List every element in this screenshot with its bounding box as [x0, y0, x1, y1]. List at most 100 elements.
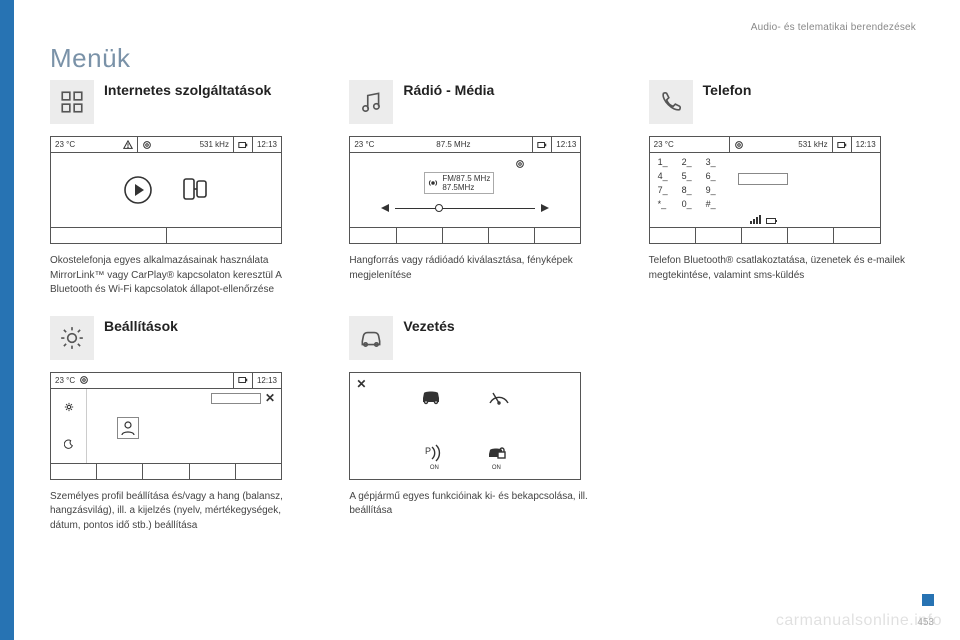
phone-icon — [649, 80, 693, 124]
phone-keypad: 1_ 2_ 3_ 4_ 5_ 6_ 7_ 8_ 9_ *_ 0_ #_ — [658, 157, 728, 213]
screen-footer — [51, 227, 281, 243]
music-note-icon — [349, 80, 393, 124]
battery-icon — [837, 140, 847, 150]
target-icon — [79, 375, 89, 385]
status-freq: 531 kHz — [798, 140, 827, 149]
car-lock-icon — [484, 459, 508, 465]
status-temp: 23 °C — [354, 140, 374, 149]
tile-title: Telefon — [703, 80, 752, 98]
radio-line1: FM/87.5 MHz — [442, 174, 490, 183]
page-content: Audio- és telematikai berendezések Menük… — [14, 0, 960, 640]
key: 6_ — [706, 171, 728, 185]
screen-body: FM/87.5 MHz 87.5MHz — [350, 153, 580, 227]
wiper-icon — [487, 385, 511, 407]
car-icon — [349, 316, 393, 360]
tile-desc: A gépjármű egyes funkcióinak ki- és beka… — [349, 490, 611, 519]
screen-body: ✕ — [51, 389, 281, 463]
section-header: Audio- és telematikai berendezések — [50, 22, 924, 33]
broadcast-icon — [428, 178, 438, 188]
on-label: ON — [422, 465, 446, 471]
tile-radio: Rádió - Média 23 °C 87.5 MHz 12:13 — [349, 80, 624, 298]
status-bar: 23 °C 12:13 — [51, 373, 281, 389]
key: *_ — [658, 199, 680, 213]
status-bar: 23 °C 531 kHz 12:13 — [650, 137, 880, 153]
key: 2_ — [682, 157, 704, 171]
key: 8_ — [682, 185, 704, 199]
tile-title: Rádió - Média — [403, 80, 494, 98]
tile-settings: Beállítások 23 °C 12:13 — [50, 316, 325, 534]
mirrorlink-icon — [177, 173, 211, 207]
key: 3_ — [706, 157, 728, 171]
car-front-icon — [419, 385, 443, 407]
screen-footer — [51, 463, 281, 479]
tile-title: Internetes szolgáltatások — [104, 80, 271, 98]
key: 5_ — [682, 171, 704, 185]
status-temp: 23 °C — [654, 140, 674, 149]
battery-icon — [238, 140, 248, 150]
gear-small-icon — [64, 402, 74, 412]
key: 0_ — [682, 199, 704, 213]
tile-phone: Telefon 23 °C 531 kHz 12:13 1 — [649, 80, 924, 298]
screen-footer — [350, 227, 580, 243]
screen-footer — [650, 227, 880, 243]
target-icon — [142, 140, 152, 150]
target-icon — [515, 159, 525, 169]
battery-icon — [537, 140, 547, 150]
settings-side-tabs — [51, 389, 87, 463]
tile-driving: Vezetés ✕ P ON — [349, 316, 624, 534]
key: 7_ — [658, 185, 680, 199]
status-temp: 23 °C — [55, 376, 75, 385]
target-icon — [734, 140, 744, 150]
key: 1_ — [658, 157, 680, 171]
screen-internet: 23 °C 531 kHz 12:13 — [50, 136, 282, 244]
status-time: 12:13 — [856, 140, 876, 149]
status-bar: 23 °C 87.5 MHz 12:13 — [350, 137, 580, 153]
page-title: Menük — [50, 43, 924, 74]
tile-title: Vezetés — [403, 316, 454, 334]
warning-icon — [123, 140, 133, 150]
status-temp: 23 °C — [55, 140, 75, 149]
screen-phone: 23 °C 531 kHz 12:13 1_ 2_ 3_ — [649, 136, 881, 244]
status-time: 12:13 — [257, 140, 277, 149]
menu-grid: Internetes szolgáltatások 23 °C 531 kHz … — [50, 80, 924, 533]
tile-desc: Telefon Bluetooth® csatlakoztatása, üzen… — [649, 254, 911, 283]
battery-small-icon — [766, 218, 776, 224]
status-time: 12:13 — [257, 376, 277, 385]
status-bar: 23 °C 531 kHz 12:13 — [51, 137, 281, 153]
radio-station-box: FM/87.5 MHz 87.5MHz — [424, 172, 494, 194]
tile-desc: Személyes profil beállítása és/vagy a ha… — [50, 490, 312, 534]
screen-settings: 23 °C 12:13 ✕ — [50, 372, 282, 480]
status-freq: 87.5 MHz — [436, 140, 470, 149]
battery-icon — [238, 375, 248, 385]
tile-desc: Okostelefonja egyes alkalmazásainak hasz… — [50, 254, 312, 298]
screen-body — [51, 153, 281, 227]
key: 4_ — [658, 171, 680, 185]
tuner-slider — [395, 208, 535, 209]
svg-text:P: P — [425, 446, 431, 456]
moon-icon — [64, 439, 74, 449]
key: #_ — [706, 199, 728, 213]
screen-body: ✕ P ON ON — [350, 373, 580, 479]
apps-grid-icon — [50, 80, 94, 124]
page-number: 453 — [917, 617, 934, 628]
phone-number-field — [738, 173, 788, 185]
tile-title: Beállítások — [104, 316, 178, 334]
tile-desc: Hangforrás vagy rádióadó kiválasztása, f… — [349, 254, 611, 283]
close-icon: ✕ — [265, 393, 275, 403]
settings-field — [211, 393, 261, 404]
key: 9_ — [706, 185, 728, 199]
play-circle-icon — [121, 173, 155, 207]
screen-driving: ✕ P ON ON — [349, 372, 581, 480]
radio-line2: 87.5MHz — [442, 183, 490, 192]
person-icon — [117, 417, 139, 439]
corner-accent — [922, 594, 934, 606]
sidebar-accent-strip — [0, 0, 14, 640]
screen-body: 1_ 2_ 3_ 4_ 5_ 6_ 7_ 8_ 9_ *_ 0_ #_ — [650, 153, 880, 227]
screen-radio: 23 °C 87.5 MHz 12:13 FM/87.5 MHz — [349, 136, 581, 244]
gear-icon — [50, 316, 94, 360]
signal-icon — [750, 215, 761, 224]
status-freq: 531 kHz — [200, 140, 229, 149]
status-time: 12:13 — [556, 140, 576, 149]
on-label: ON — [484, 465, 508, 471]
tile-internet: Internetes szolgáltatások 23 °C 531 kHz … — [50, 80, 325, 298]
